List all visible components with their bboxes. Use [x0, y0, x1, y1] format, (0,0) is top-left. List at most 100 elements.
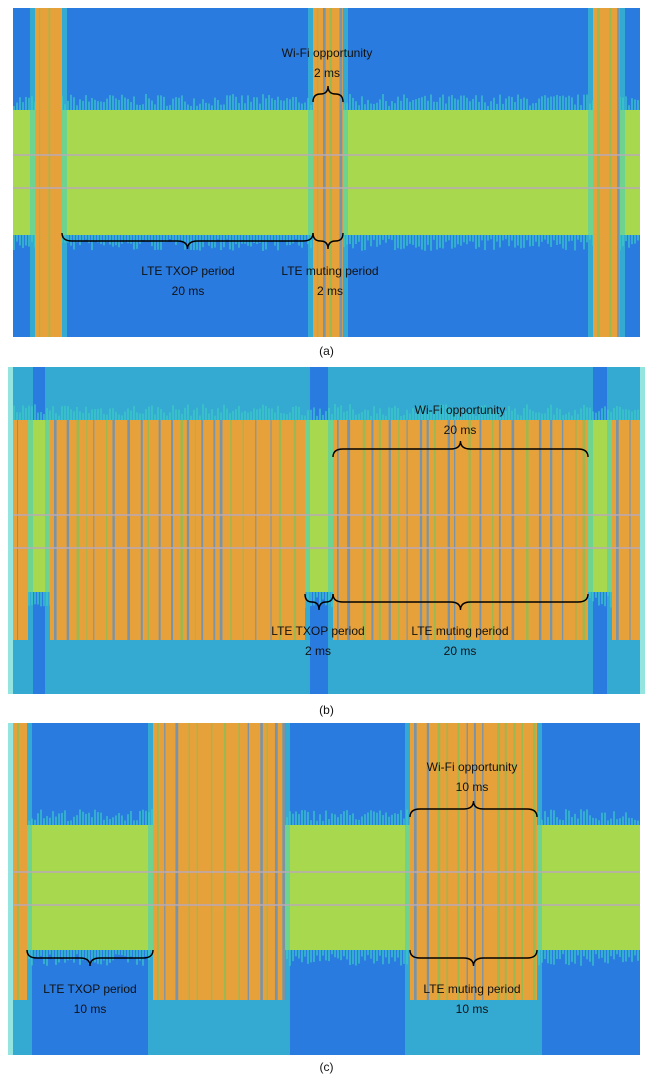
streak	[282, 723, 285, 1000]
fringe	[367, 235, 369, 240]
fringe	[340, 814, 342, 825]
fringe	[547, 235, 549, 244]
fringe	[121, 95, 123, 110]
fringe	[379, 235, 381, 245]
fringe	[625, 235, 627, 241]
streak	[213, 420, 215, 640]
fringe	[400, 101, 402, 110]
fringe	[559, 950, 561, 959]
fringe	[427, 235, 429, 245]
fringe	[568, 96, 570, 110]
fringe	[94, 810, 96, 825]
fringe	[310, 410, 312, 420]
fringe	[391, 950, 393, 957]
fringe	[499, 95, 501, 110]
fringe	[559, 96, 561, 110]
fringe	[37, 592, 39, 605]
fringe	[232, 235, 234, 250]
fringe	[571, 235, 573, 241]
annotation-text: LTE TXOP period	[141, 264, 234, 278]
fringe	[310, 820, 312, 825]
fringe	[577, 950, 579, 955]
fringe	[373, 950, 375, 964]
streak	[539, 420, 542, 640]
fringe	[418, 235, 420, 247]
fringe	[514, 102, 516, 110]
fringe	[436, 235, 438, 250]
fringe	[256, 97, 258, 110]
fringe	[637, 100, 639, 110]
fringe	[349, 235, 351, 244]
fringe	[79, 235, 81, 245]
fringe	[40, 810, 42, 825]
fringe	[595, 818, 597, 825]
fringe	[70, 95, 72, 110]
fringe	[388, 106, 390, 110]
fringe	[586, 809, 588, 825]
fringe	[448, 235, 450, 240]
streak	[39, 8, 40, 337]
fringe	[601, 592, 603, 604]
fringe	[424, 235, 426, 251]
fringe	[364, 814, 366, 825]
streak	[562, 420, 563, 640]
fringe	[349, 94, 351, 110]
fringe	[547, 950, 549, 963]
fringe	[556, 95, 558, 110]
fringe	[514, 235, 516, 248]
caption: (b)	[319, 703, 334, 717]
fringe	[346, 810, 348, 825]
fringe	[424, 96, 426, 110]
fringe	[583, 950, 585, 956]
fringe	[628, 105, 630, 110]
fringe	[592, 818, 594, 825]
annotation-text: 20 ms	[444, 644, 477, 658]
streak	[220, 420, 223, 640]
lte-burst	[13, 420, 28, 640]
fringe	[124, 820, 126, 825]
streak	[195, 420, 196, 640]
fringe	[82, 101, 84, 110]
fringe	[310, 592, 312, 606]
fringe	[16, 235, 18, 242]
fringe	[637, 235, 639, 240]
streak	[238, 723, 240, 1000]
fringe	[25, 97, 27, 110]
streak	[17, 420, 18, 640]
fringe	[469, 101, 471, 110]
fringe	[538, 99, 540, 110]
streak	[175, 723, 178, 1000]
fringe	[265, 235, 267, 249]
fringe	[241, 235, 243, 244]
fringe	[94, 235, 96, 241]
fringe	[385, 101, 387, 110]
fringe	[22, 235, 24, 248]
fringe	[565, 235, 567, 250]
fringe	[508, 235, 510, 246]
fringe	[370, 810, 372, 825]
fringe	[631, 818, 633, 825]
fringe	[541, 96, 543, 110]
fringe	[295, 235, 297, 239]
fringe	[463, 235, 465, 242]
fringe	[196, 106, 198, 110]
fringe	[313, 408, 315, 420]
fringe	[610, 950, 612, 956]
fringe	[394, 235, 396, 250]
fringe	[154, 104, 156, 110]
fringe	[382, 235, 384, 240]
fringe	[553, 950, 555, 965]
fringe	[331, 950, 333, 954]
fringe	[457, 235, 459, 244]
fringe	[475, 235, 477, 249]
fringe	[634, 820, 636, 825]
streak	[609, 8, 611, 337]
fringe	[19, 235, 21, 245]
fringe	[115, 235, 117, 245]
fringe	[169, 105, 171, 110]
spectrogram-panel: Wi-Fi opportunity2 msLTE TXOP period20 m…	[13, 8, 640, 337]
fringe	[604, 813, 606, 825]
fringe	[79, 809, 81, 825]
streak	[575, 420, 576, 640]
fringe	[124, 98, 126, 110]
